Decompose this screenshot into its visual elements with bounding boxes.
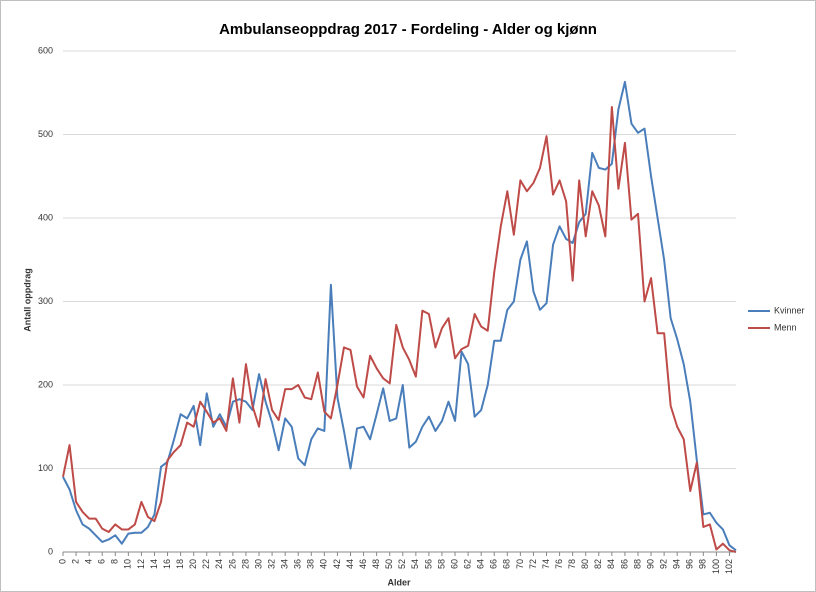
x-tick-label: 52 (397, 559, 407, 569)
line-series (62, 105, 737, 553)
x-tick-label: 40 (319, 559, 329, 569)
y-tick-label: 0 (48, 546, 53, 556)
x-tick-label: 74 (541, 559, 551, 569)
x-tick-label: 64 (476, 559, 486, 569)
x-tick-label: 8 (110, 559, 120, 564)
x-tick-label: 80 (580, 559, 590, 569)
x-tick-label: 94 (672, 559, 682, 569)
x-tick-label: 70 (515, 559, 525, 569)
x-tick-label: 56 (423, 559, 433, 569)
x-tick-label: 12 (136, 559, 146, 569)
x-tick-label: 58 (436, 559, 446, 569)
x-tick-label: 44 (345, 559, 355, 569)
x-tick-label: 2 (70, 559, 80, 564)
x-tick-label: 102 (724, 559, 734, 574)
x-tick-label: 28 (240, 559, 250, 569)
x-tick-label: 4 (84, 559, 94, 564)
x-tick-label: 98 (698, 559, 708, 569)
x-tick-label: 16 (162, 559, 172, 569)
x-tick-label: 60 (449, 559, 459, 569)
x-tick-label: 24 (214, 559, 224, 569)
y-tick-label: 400 (38, 212, 53, 222)
x-tick-label: 32 (266, 559, 276, 569)
y-tick-label: 500 (38, 129, 53, 139)
x-tick-label: 14 (149, 559, 159, 569)
x-tick-label: 26 (227, 559, 237, 569)
x-tick-label: 68 (502, 559, 512, 569)
x-tick-label: 18 (175, 559, 185, 569)
x-tick-label: 34 (280, 559, 290, 569)
legend-label: Kvinner (774, 305, 805, 315)
x-tick-label: 78 (567, 559, 577, 569)
x-tick-label: 30 (253, 559, 263, 569)
line-series (62, 80, 737, 552)
x-tick-label: 72 (528, 559, 538, 569)
x-tick-label: 96 (685, 559, 695, 569)
x-tick-label: 22 (201, 559, 211, 569)
x-tick-label: 90 (645, 559, 655, 569)
x-tick-label: 62 (462, 559, 472, 569)
y-axis-label: Antall oppdrag (22, 268, 32, 332)
x-tick-label: 100 (711, 559, 721, 574)
x-tick-label: 76 (554, 559, 564, 569)
x-tick-label: 50 (384, 559, 394, 569)
x-tick-label: 86 (619, 559, 629, 569)
y-tick-label: 100 (38, 463, 53, 473)
x-tick-label: 48 (371, 559, 381, 569)
x-tick-label: 0 (57, 559, 67, 564)
y-tick-label: 600 (38, 45, 53, 55)
y-tick-label: 300 (38, 296, 53, 306)
x-tick-label: 6 (97, 559, 107, 564)
x-tick-label: 46 (358, 559, 368, 569)
x-tick-label: 42 (332, 559, 342, 569)
x-axis-label: Alder (387, 577, 411, 587)
x-tick-label: 10 (123, 559, 133, 569)
x-tick-label: 36 (293, 559, 303, 569)
x-tick-label: 88 (632, 559, 642, 569)
x-tick-label: 92 (659, 559, 669, 569)
x-tick-label: 84 (606, 559, 616, 569)
x-tick-label: 82 (593, 559, 603, 569)
x-tick-label: 54 (410, 559, 420, 569)
chart-title: Ambulanseoppdrag 2017 - Fordeling - Alde… (219, 21, 597, 38)
y-tick-label: 200 (38, 379, 53, 389)
x-tick-label: 66 (489, 559, 499, 569)
x-tick-label: 20 (188, 559, 198, 569)
legend-label: Menn (774, 322, 797, 332)
x-tick-label: 38 (306, 559, 316, 569)
